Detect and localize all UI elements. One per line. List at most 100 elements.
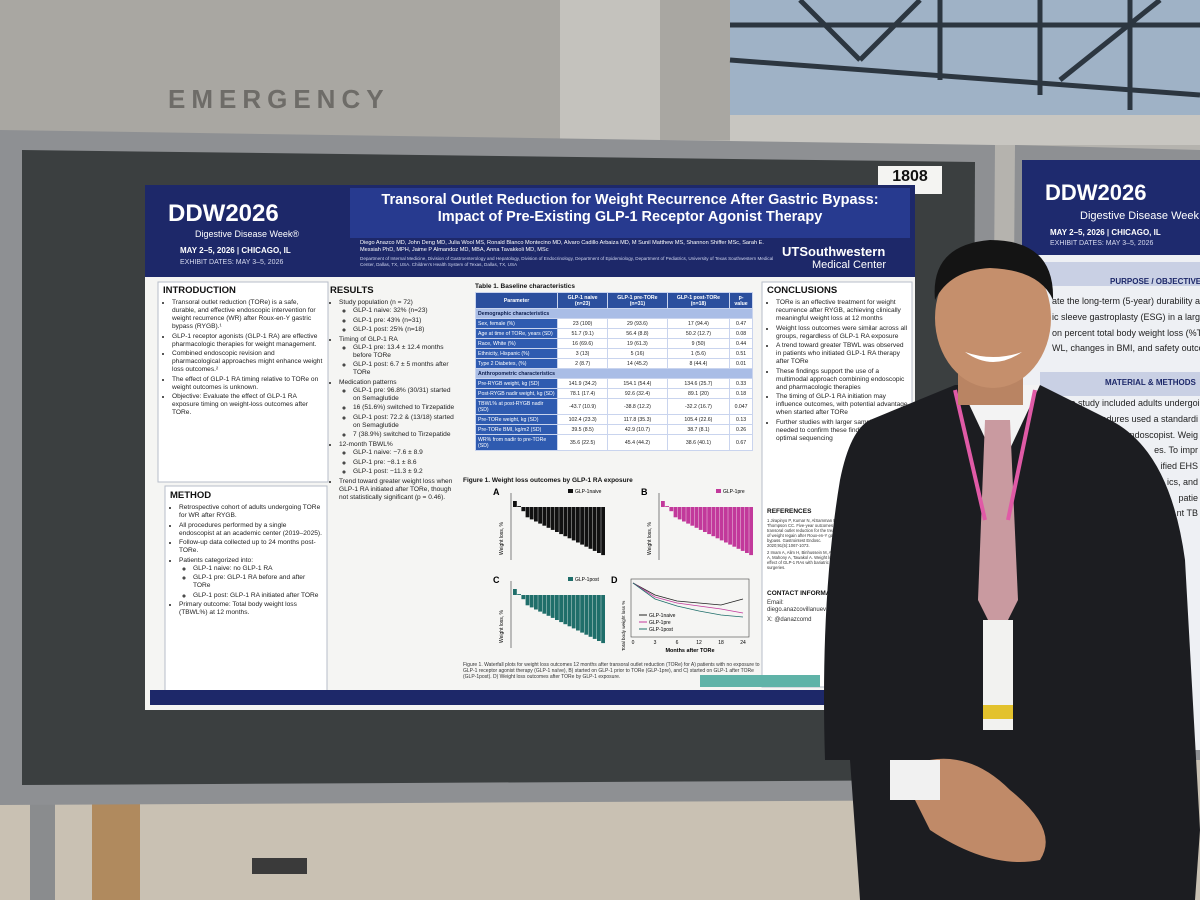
panel-ylabel: Weight loss, % bbox=[499, 609, 505, 643]
waterfall-bar bbox=[707, 507, 711, 535]
waterfall bbox=[510, 493, 605, 560]
waterfall-bar bbox=[567, 507, 572, 539]
sub-bullet: 16 (51.6%) switched to Tirzepatide bbox=[353, 404, 458, 412]
legend-label: GLP-1pre bbox=[649, 620, 671, 626]
table-row: WR% from nadir to pre-TORe (SD) 35.6 (22.… bbox=[474, 434, 753, 451]
bullet-text: Weight loss outcomes were similar across… bbox=[776, 324, 908, 340]
bullet-text: Timing of GLP-1 RA bbox=[339, 335, 398, 343]
table-row: Age at time of TORe, years (SD) 51.7 (9.1… bbox=[474, 328, 753, 339]
legend-swatch bbox=[716, 489, 721, 493]
bullet: Trend toward greater weight loss when GL… bbox=[339, 478, 458, 502]
waterfall-bar bbox=[571, 595, 576, 629]
neighbor-line: ics, and bbox=[1166, 476, 1198, 487]
waterfall-bar bbox=[571, 507, 576, 541]
results: RESULTSStudy population (n = 72)GLP-1 na… bbox=[330, 285, 458, 503]
badge-strip bbox=[983, 705, 1013, 719]
institution: UTSouthwestern bbox=[782, 244, 886, 259]
neighbor-line: patie bbox=[1178, 492, 1198, 503]
panel-label: A bbox=[493, 487, 500, 497]
waterfall-bar bbox=[736, 507, 741, 549]
bullet: A trend toward greater TBWL was observed… bbox=[776, 342, 909, 366]
bullet: Combined endoscopic revision and pharmac… bbox=[172, 350, 323, 374]
table-cell: TBWL% at post-RYGB nadir (SD) bbox=[474, 398, 559, 415]
bullet-text: Further studies with larger sample sizes… bbox=[776, 418, 904, 442]
affiliations: Department of Internal Medicine, Divisio… bbox=[360, 256, 774, 267]
panel-ylabel: Total body weight loss % bbox=[621, 601, 626, 651]
sub-list: GLP-1 pre: 96.8% (30/31) started on Sema… bbox=[339, 387, 458, 440]
figure-caption: Figure 1. Waterfall plots for weight los… bbox=[463, 662, 760, 680]
tagline: Digestive Disease Week® bbox=[195, 229, 300, 239]
method: METHOD Retrospective cohort of adults und… bbox=[170, 490, 322, 619]
table-cell: WR% from nadir to pre-TORe (SD) bbox=[474, 434, 559, 451]
table-cell: 35.6 (22.5) bbox=[557, 434, 609, 451]
table-cell: 0.67 bbox=[729, 434, 753, 451]
bullet: Further studies with larger sample sizes… bbox=[776, 419, 909, 443]
bullet-list: Retrospective cohort of adults undergoin… bbox=[170, 504, 322, 617]
neighbor-heading: PURPOSE / OBJECTIVES bbox=[1110, 277, 1200, 286]
sub-bullet: GLP-1 pre: 96.8% (30/31) started on Sema… bbox=[353, 387, 458, 403]
waterfall-bar bbox=[745, 507, 749, 553]
trend-line bbox=[632, 582, 744, 606]
bullet-text: Retrospective cohort of adults undergoin… bbox=[179, 504, 321, 520]
neighbor-logo: DDW2026 bbox=[1045, 180, 1147, 205]
waterfall-bar bbox=[538, 595, 542, 612]
waterfall-bar bbox=[580, 507, 584, 545]
waterfall-bar bbox=[711, 507, 716, 537]
waterfall-bar bbox=[538, 507, 542, 524]
sub-list: GLP-1 pre: 13.4 ± 12.4 months before TOR… bbox=[339, 344, 458, 378]
cuff bbox=[890, 760, 940, 800]
table-wrap: Parameter GLP-1 naive (n=23) GLP-1 pre-TOR… bbox=[474, 292, 753, 451]
wood-post bbox=[92, 800, 140, 900]
figure: A Weight loss, % GLP-1naive B Weight loss, %… bbox=[493, 487, 753, 654]
plot-frame bbox=[630, 578, 750, 638]
waterfall-bar bbox=[521, 595, 526, 600]
neighbor-band bbox=[1040, 372, 1200, 396]
waterfall-bar bbox=[576, 507, 580, 543]
waterfall-bar bbox=[555, 507, 559, 532]
waterfall-bar bbox=[715, 507, 720, 539]
waterfall-bar bbox=[682, 507, 686, 522]
baseline-table: Parameter GLP-1 naive (n=23) GLP-1 pre-TOR… bbox=[474, 292, 753, 451]
windows bbox=[730, 0, 1200, 125]
bullet-text: Trend toward greater weight loss when GL… bbox=[339, 477, 453, 501]
sub-bullet: GLP-1 post: −11.3 ± 9.2 bbox=[353, 468, 458, 476]
waterfall-bar bbox=[740, 507, 745, 551]
x-tick-label: 18 bbox=[718, 640, 724, 646]
waterfall-bar bbox=[559, 595, 563, 623]
waterfall-bar bbox=[550, 595, 555, 618]
bullet: Objective: Evaluate the effect of GLP-1 … bbox=[172, 393, 323, 417]
sub-bullet: GLP-1 naive: 32% (n=23) bbox=[353, 307, 458, 315]
neighbor-text: ective study included adults undergoing A… bbox=[1052, 396, 1200, 522]
bullet-text: Combined endoscopic revision and pharmac… bbox=[172, 350, 323, 374]
bullet: The timing of GLP-1 RA initiation may in… bbox=[776, 393, 909, 417]
x-handle: X: @danazcomd bbox=[767, 617, 812, 624]
waterfall-bar bbox=[597, 507, 601, 553]
legend-label: GLP-1post bbox=[575, 577, 600, 583]
smile bbox=[965, 352, 1022, 362]
column-header: GLP-1 naive (n=23) bbox=[557, 292, 609, 309]
waterfall-bar bbox=[525, 595, 530, 606]
neighbor-line: ate the long-term (5-year) durability an… bbox=[1052, 296, 1200, 306]
board-number: 1808 bbox=[892, 168, 928, 185]
column-header: Parameter bbox=[474, 292, 559, 309]
waterfall-bar bbox=[542, 507, 547, 526]
waterfall-bar bbox=[534, 595, 538, 610]
waterfall-bar bbox=[584, 595, 589, 635]
reference: 1 Jirapinyo P, Kumar N, AlSamman MA, Tho… bbox=[767, 518, 845, 549]
waterfall-bar bbox=[513, 589, 517, 595]
bullet: Retrospective cohort of adults undergoin… bbox=[179, 504, 322, 520]
waterfall-bar bbox=[563, 507, 568, 537]
waterfall-bar bbox=[677, 507, 682, 520]
sub-bullet: GLP-1 pre: 43% (n=31) bbox=[353, 317, 458, 325]
x-tick-label: 24 bbox=[740, 640, 746, 646]
bullet-text: Medication patterns bbox=[339, 378, 397, 386]
table-row: TBWL% at post-RYGB nadir (SD) -43.7 (10.9… bbox=[474, 398, 753, 415]
method-box bbox=[164, 485, 328, 693]
bullet: TORe is an effective treatment for weigh… bbox=[776, 299, 909, 323]
sub-list: GLP-1 naive: no GLP-1 RAGLP-1 pre: GLP-1… bbox=[179, 565, 322, 600]
neighbor-line: endoscopist. Weig bbox=[1124, 429, 1198, 440]
neighbor-exhibit: EXHIBIT DATES: MAY 3–5, 2026 bbox=[1050, 240, 1154, 247]
waterfall-bar bbox=[546, 507, 551, 528]
waterfall-bar bbox=[513, 501, 517, 507]
